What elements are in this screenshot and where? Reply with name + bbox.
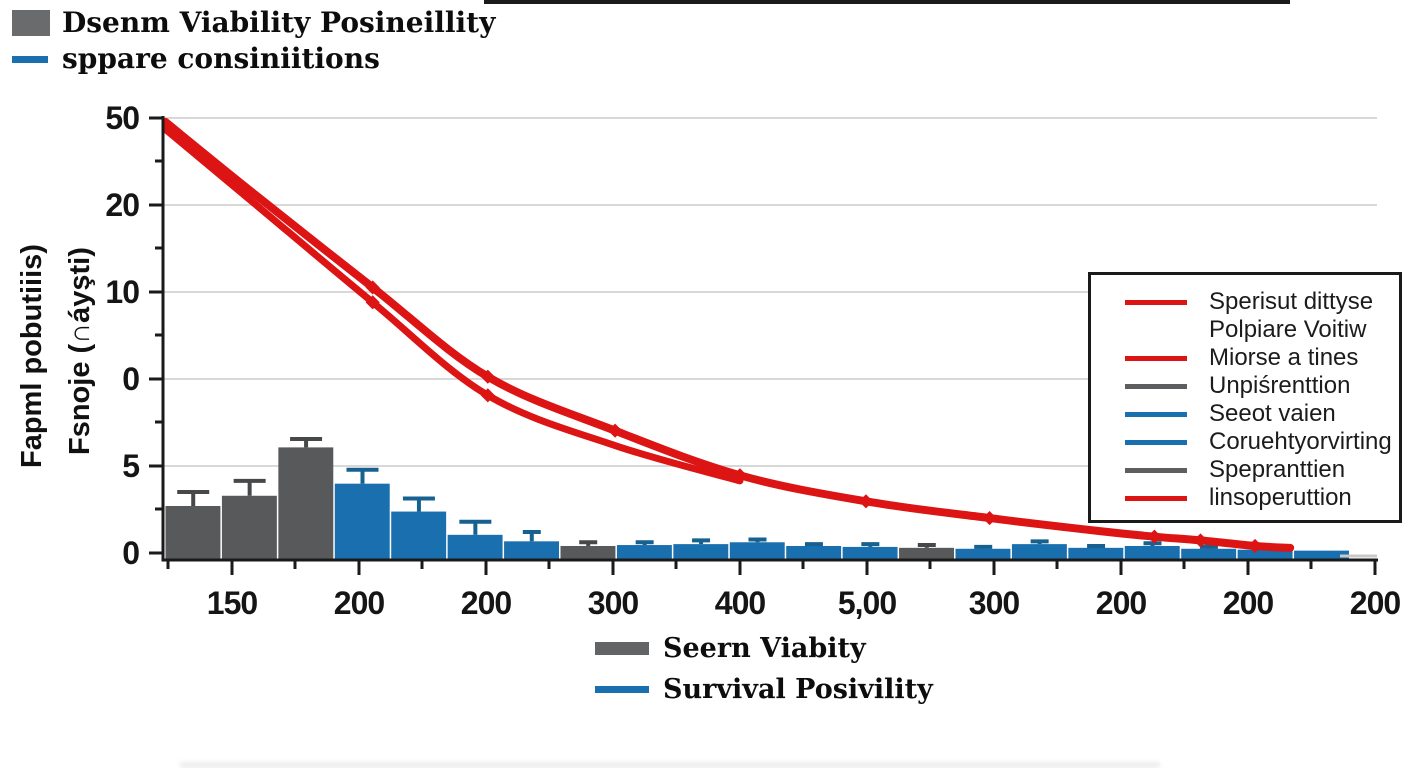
red-line-swatch-icon — [1125, 299, 1187, 305]
svg-text:20: 20 — [105, 187, 139, 223]
legend-item: sppare consiniitions — [12, 42, 495, 76]
legend-item: Spepranttien — [1091, 456, 1399, 484]
svg-text:50: 50 — [105, 100, 139, 136]
svg-text:150: 150 — [207, 585, 258, 621]
legend-label: linsoperuttion — [1209, 484, 1352, 511]
gray-line-swatch-icon — [1125, 467, 1187, 473]
legend-label: Seeot vaien — [1209, 400, 1336, 427]
legend-item: Polpiare Voitiw — [1091, 316, 1399, 344]
gray-line-swatch-icon — [1125, 383, 1187, 389]
svg-text:200: 200 — [334, 585, 385, 621]
legend-item: Miorse a tines — [1091, 344, 1399, 372]
y-axis-title-line1: Fapml pobutiiis) — [16, 244, 48, 468]
empty-swatch — [1125, 328, 1187, 333]
gray-bar-swatch-icon — [595, 642, 649, 655]
legend-label: Survival Posivility — [663, 674, 933, 705]
top-border-artifact — [484, 0, 1290, 4]
svg-text:0: 0 — [122, 535, 139, 571]
legend-label: sppare consiniitions — [62, 42, 380, 76]
gray-swatch-icon — [12, 9, 50, 36]
blue-line-swatch-icon — [595, 686, 649, 693]
legend-item: Seern Viabity — [595, 633, 933, 664]
legend-label: Unpiśrenttion — [1209, 372, 1351, 399]
legend-item: Coruehtyorvirting — [1091, 428, 1399, 456]
svg-text:200: 200 — [1350, 585, 1401, 621]
svg-text:300: 300 — [588, 585, 639, 621]
legend-label: Miorse a tines — [1209, 344, 1359, 371]
svg-text:300: 300 — [969, 585, 1020, 621]
blue-line-swatch-icon — [1125, 411, 1187, 417]
legend-item: Unpiśrenttion — [1091, 372, 1399, 400]
legend-label: Spepranttien — [1209, 456, 1346, 483]
legend-label: Coruehtyorvirting — [1209, 428, 1392, 455]
legend-item: Sperisut dittyse — [1091, 288, 1399, 316]
red-line-swatch-icon — [1125, 355, 1187, 361]
top-left-legend: Dsenm Viability Posineillity sppare cons… — [12, 8, 495, 81]
svg-text:400: 400 — [715, 585, 766, 621]
blue-line-swatch-icon — [1125, 439, 1187, 445]
red-line-swatch-icon — [1125, 495, 1187, 501]
svg-text:200: 200 — [1096, 585, 1147, 621]
legend-item: Dsenm Viability Posineillity — [12, 8, 495, 37]
legend-label: Seern Viabity — [663, 633, 866, 664]
svg-text:0: 0 — [122, 361, 139, 397]
svg-text:200: 200 — [1223, 585, 1274, 621]
legend-label: Dsenm Viability Posineillity — [62, 6, 496, 39]
side-legend-box: Sperisut dittyse Polpiare Voitiw Miorse … — [1088, 272, 1402, 523]
legend-label: Sperisut dittyse — [1209, 288, 1374, 315]
bottom-legend: Seern Viabity Survival Posivility — [595, 633, 933, 715]
svg-text:10: 10 — [105, 274, 139, 310]
svg-text:200: 200 — [461, 585, 512, 621]
y-axis-title-line2: Fsnoje (∩áyşti) — [64, 247, 96, 455]
blue-line-swatch-icon — [12, 55, 48, 63]
legend-item: Seeot vaien — [1091, 400, 1399, 428]
legend-item: linsoperuttion — [1091, 484, 1399, 512]
legend-label: Polpiare Voitiw — [1209, 316, 1367, 343]
bottom-smudge-artifact — [180, 762, 1160, 768]
legend-item: Survival Posivility — [595, 674, 933, 705]
svg-text:5: 5 — [122, 448, 139, 484]
svg-text:5,00: 5,00 — [838, 585, 896, 621]
